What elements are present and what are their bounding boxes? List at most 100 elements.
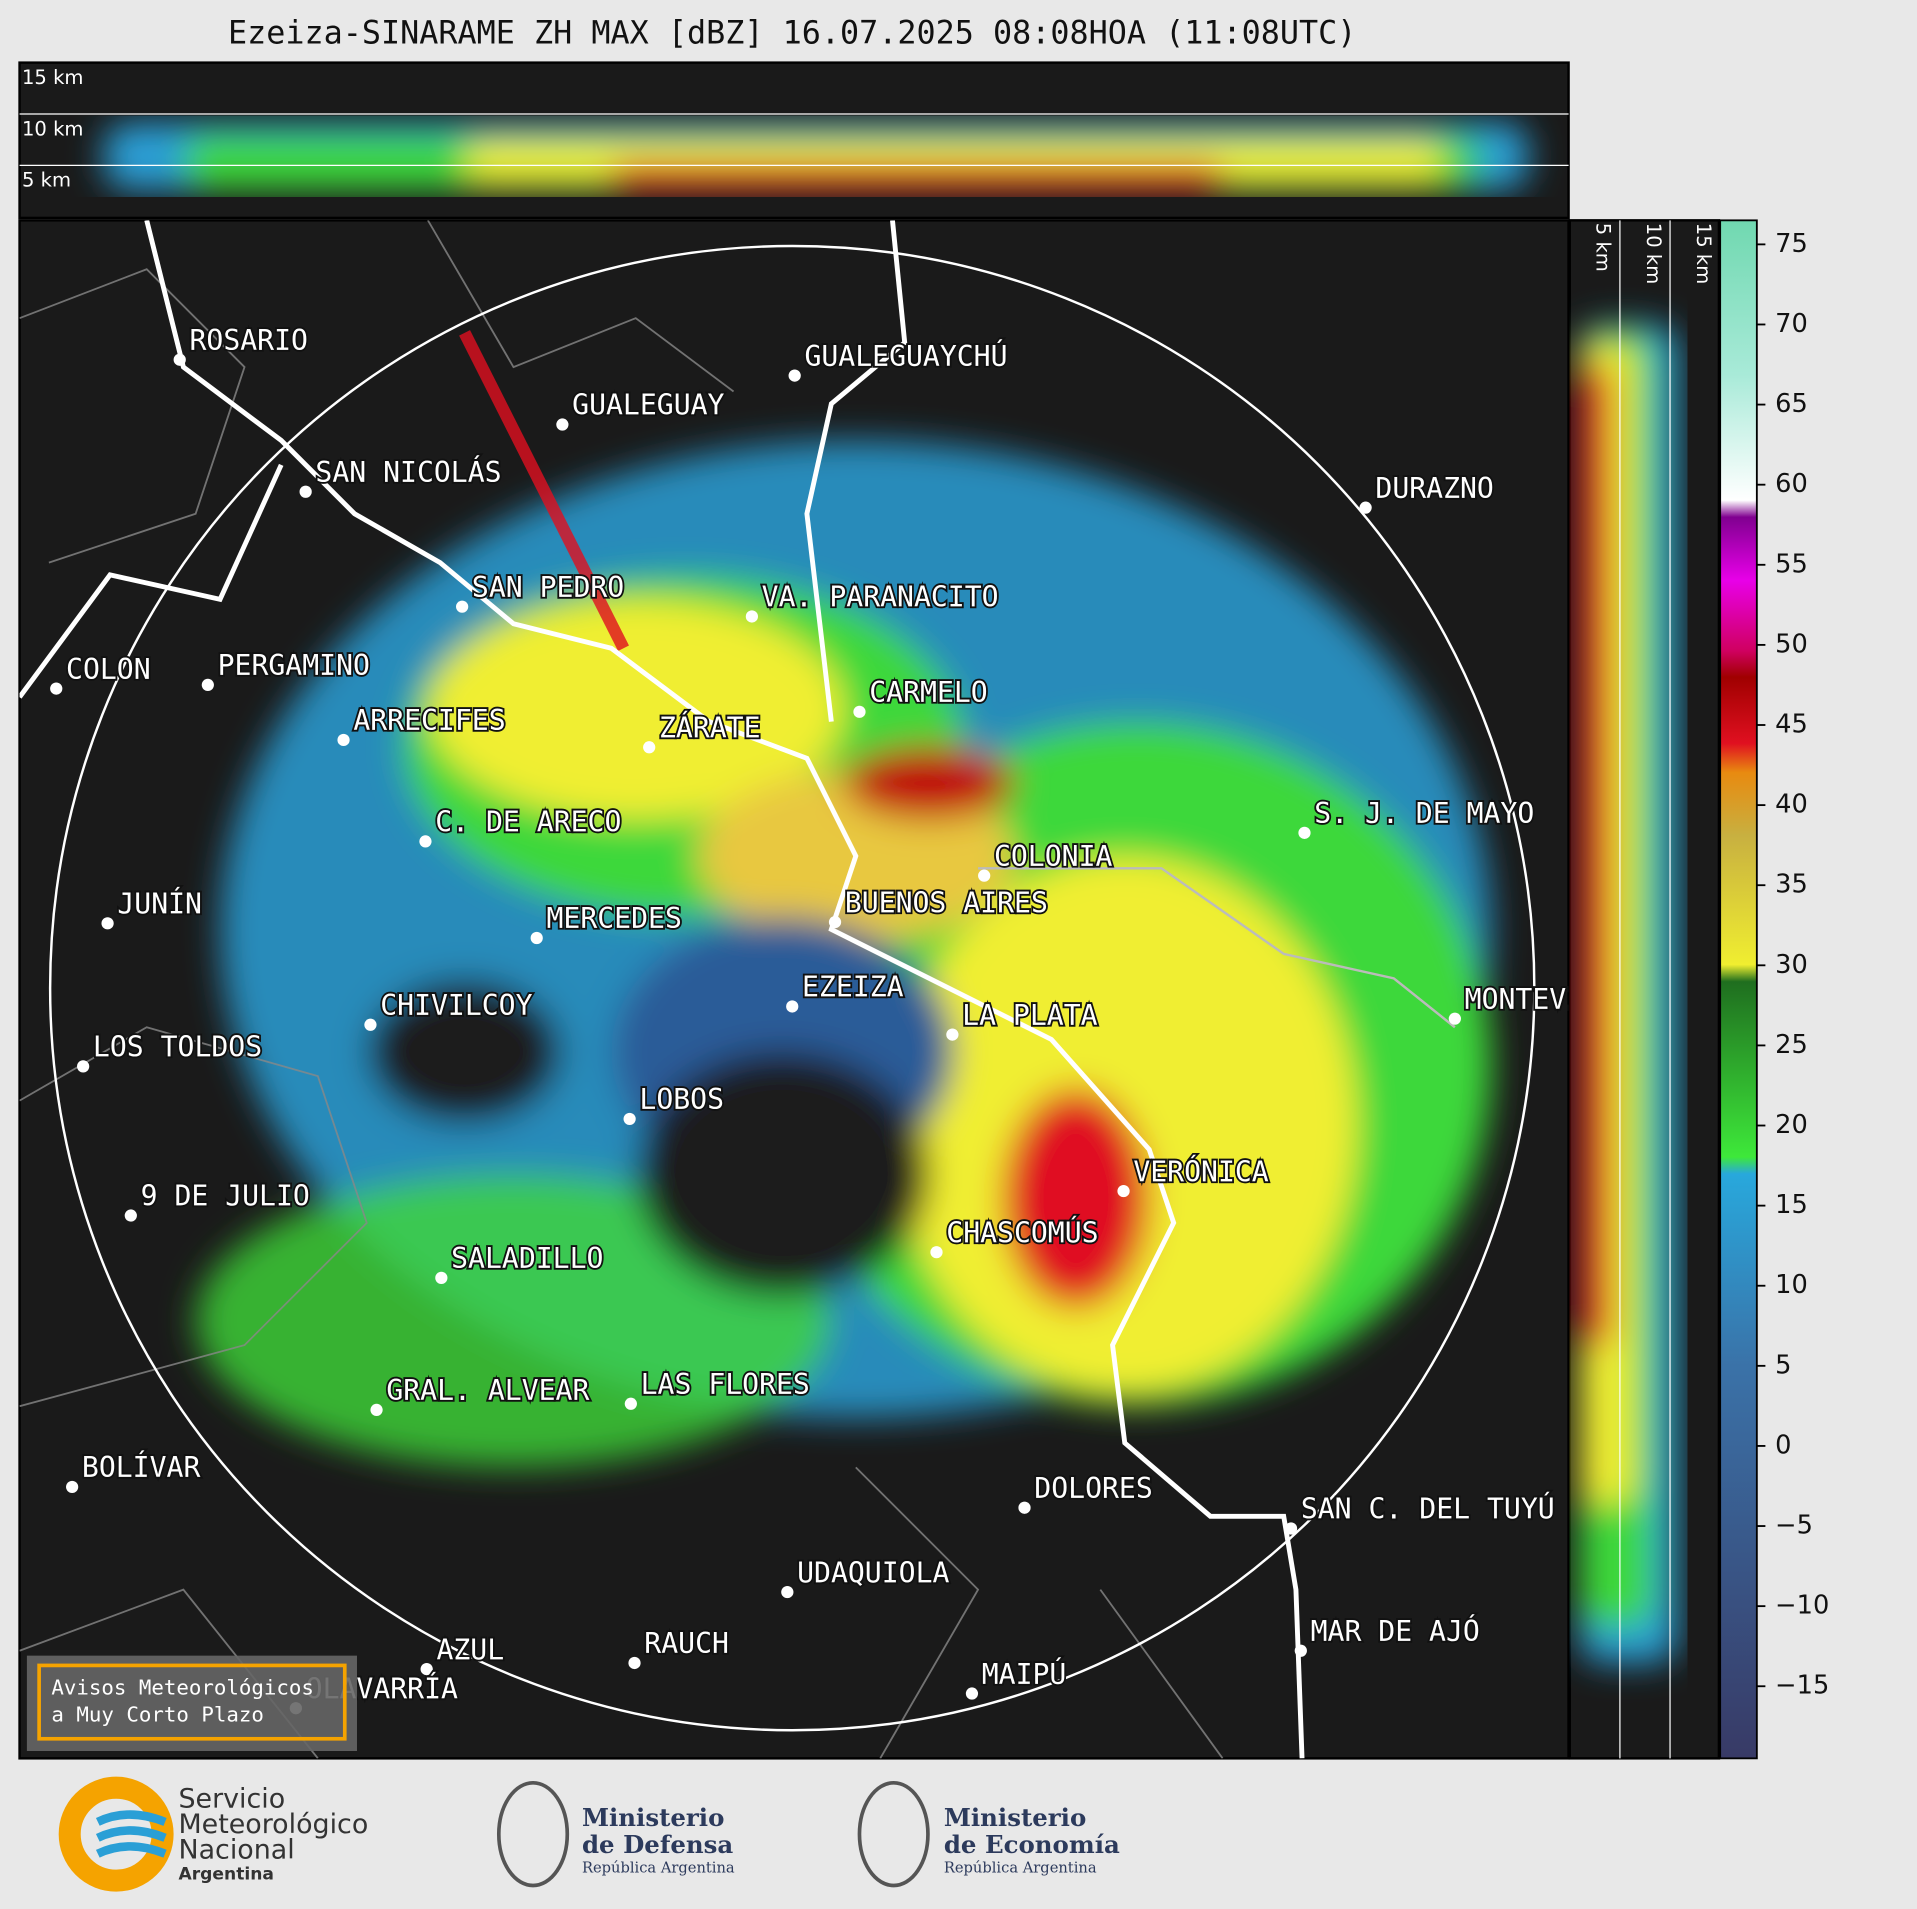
city-label: BOLÍVAR (82, 1450, 201, 1484)
city-dot (946, 1028, 959, 1041)
city-dot (370, 1403, 383, 1417)
city-dot (299, 485, 312, 498)
city-dot (201, 678, 214, 692)
city-dot (1117, 1184, 1130, 1198)
city-dot (624, 1397, 637, 1410)
city-label: RAUCH (644, 1627, 729, 1660)
logo-text: República Argentina (582, 1859, 735, 1876)
city-label: DURAZNO (1375, 472, 1493, 505)
city-label: UDAQUIOLA (797, 1556, 949, 1589)
city-dot (643, 741, 656, 754)
colorbar-label: 40 (1775, 790, 1808, 820)
city-label: SALADILLO (451, 1242, 603, 1275)
city-label: BUENOS AIRES (845, 886, 1048, 919)
colorbar-label: 70 (1775, 309, 1808, 339)
city-dot (556, 418, 569, 431)
warning-text[interactable]: a Muy Corto Plazo (51, 1703, 264, 1727)
colorbar-label: 60 (1775, 469, 1808, 499)
city-dot (77, 1060, 90, 1073)
borders (19, 220, 1224, 1759)
city-label: GUALEGUAY (572, 389, 724, 422)
city-label: CHIVILCOY (380, 989, 532, 1022)
colorbar-label: 30 (1775, 950, 1808, 980)
city-label: LOBOS (639, 1083, 724, 1116)
city-label: C. DE ARECO (435, 806, 621, 839)
city-label: VA. PARANACITO (762, 581, 999, 614)
height-label: 10 km (1642, 223, 1665, 284)
logo-text: de Defensa (582, 1830, 733, 1859)
city-dot (124, 1209, 137, 1222)
colorbar-label: 5 (1775, 1350, 1791, 1380)
city-label: EZEIZA (802, 971, 904, 1004)
city-label: CARMELO (869, 676, 987, 709)
city-dot (1359, 501, 1372, 514)
height-label: 10 km (22, 117, 83, 140)
city-dot (1284, 1522, 1298, 1535)
logo-text: Meteorológico (178, 1809, 368, 1840)
city-dot (628, 1656, 641, 1670)
city-label: ARRECIFES (353, 704, 505, 737)
city-label: LA PLATA (962, 999, 1097, 1032)
city-label: LOS TOLDOS (93, 1031, 262, 1064)
city-label: AZUL (436, 1633, 504, 1666)
city-label: DOLORES (1034, 1472, 1152, 1505)
top-echo (103, 122, 1529, 190)
city-label: MAIPÚ (982, 1657, 1067, 1691)
city-label: SAN C. DEL TUYÚ (1301, 1492, 1555, 1526)
colorbar-label: −10 (1775, 1591, 1829, 1621)
defensa-logo: Ministerio de Defensa República Argentin… (496, 1780, 735, 1888)
city-dot (530, 931, 543, 945)
logo-text: Nacional (178, 1835, 294, 1866)
colorbar-label: 25 (1775, 1030, 1808, 1060)
height-label: 5 km (1592, 223, 1615, 272)
city-dot (786, 1000, 799, 1013)
city-dot (456, 600, 469, 613)
city-label: GUALEGUAYCHÚ (804, 339, 1007, 373)
city-dot (66, 1480, 79, 1494)
height-label: 5 km (22, 169, 71, 192)
colorbar-label: −15 (1775, 1671, 1829, 1701)
city-label: MERCEDES (546, 902, 681, 935)
city-dot (1294, 1644, 1307, 1657)
city-dot (745, 610, 758, 623)
city-label: 9 DE JULIO (141, 1180, 310, 1213)
city-dot (337, 733, 350, 747)
city-dot (788, 369, 801, 382)
colorbar-label: −5 (1775, 1511, 1813, 1541)
city-dot (50, 682, 63, 695)
uruguay-border (978, 867, 1456, 1029)
city-label: SAN PEDRO (472, 571, 624, 604)
city-label: ZÁRATE (659, 710, 761, 744)
warning-button[interactable]: Avisos Meteorológicos a Muy Corto Plazo (26, 1655, 357, 1752)
radar-echo (195, 440, 1492, 1468)
logo-text: de Economía (944, 1830, 1120, 1859)
city-label: SAN NICOLÁS (315, 455, 501, 489)
city-label: MAR DE AJÓ (1311, 1614, 1480, 1648)
colorbar-label: 50 (1775, 629, 1808, 659)
warning-text[interactable]: Avisos Meteorológicos (51, 1676, 314, 1700)
height-label: 15 km (1692, 223, 1715, 284)
colorbar-label: 35 (1775, 870, 1808, 900)
city-dot (965, 1687, 979, 1700)
colorbar-label: 75 (1775, 229, 1808, 259)
city-dot (781, 1585, 794, 1599)
city-label: PERGAMINO (218, 649, 370, 682)
city-dot (853, 705, 866, 718)
coastline (19, 220, 1305, 1759)
city-dot (419, 835, 432, 848)
city-label: JUNÍN (117, 887, 202, 921)
city-dot (828, 915, 842, 929)
title: Ezeiza-SINARAME ZH MAX [dBZ] 16.07.2025 … (228, 16, 1356, 52)
colorbar-label: 20 (1775, 1110, 1808, 1140)
colorbar-label: 45 (1775, 709, 1808, 739)
city-dot (623, 1112, 636, 1126)
city-label: S. J. DE MAYO (1314, 797, 1534, 830)
city-dot (1448, 1012, 1461, 1025)
city-dot (173, 353, 186, 366)
city-label: CHASCOMÚS (946, 1215, 1098, 1249)
city-label: MONTEVIDEO (1465, 983, 1634, 1016)
range-ring (48, 244, 1536, 1732)
colorbar-label: 15 (1775, 1190, 1808, 1220)
radar-ray (459, 330, 629, 651)
